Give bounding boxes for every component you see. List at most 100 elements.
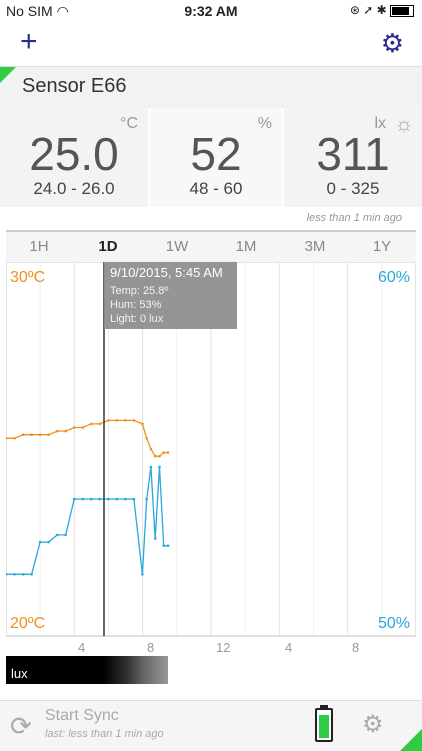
- x-tick: 8: [147, 640, 155, 655]
- temperature-point: [47, 433, 50, 436]
- temperature-point: [162, 451, 165, 454]
- temperature-point: [55, 429, 59, 433]
- temperature-series-line: [6, 419, 168, 457]
- start-sync-button[interactable]: Start Sync: [45, 707, 119, 724]
- humidity-series-line: [6, 466, 168, 575]
- tab-1w[interactable]: 1W: [165, 238, 189, 255]
- time-range-tabs: 1H 1D 1W 1M 3M 1Y: [6, 230, 416, 263]
- readings-panel: °C 25.0 24.0 - 26.0 % 52 48 - 60 lx ☼ 31…: [0, 107, 422, 207]
- temperature-point: [13, 437, 16, 440]
- humidity-unit: %: [257, 115, 272, 132]
- temperature-point: [141, 422, 144, 426]
- tooltip-hum: Hum: 53%: [110, 299, 162, 311]
- light-value: 311: [316, 128, 390, 180]
- light-range: 0 - 325: [326, 179, 380, 198]
- battery-icon: [315, 705, 333, 742]
- x-tick: 4: [78, 640, 86, 655]
- humidity-point: [47, 540, 50, 544]
- temperature-point: [6, 437, 8, 440]
- temperature-point: [72, 426, 76, 429]
- humidity-point: [107, 497, 110, 501]
- tab-1d[interactable]: 1D: [98, 238, 118, 255]
- tab-1m[interactable]: 1M: [235, 238, 257, 255]
- footer-bar: ⟳ Start Sync last: less than 1 min ago ⚙: [0, 700, 422, 751]
- x-tick: 4: [285, 640, 293, 655]
- temperature-point: [38, 433, 42, 436]
- humidity-point: [13, 573, 16, 576]
- lux-label: lux: [11, 666, 28, 681]
- tooltip-temp: Temp: 25.8º: [110, 285, 168, 297]
- light-reading: lx ☼ 311 0 - 325: [284, 107, 422, 207]
- x-tick: 12: [216, 640, 231, 655]
- tab-3m[interactable]: 3M: [304, 238, 326, 255]
- temperature-point: [81, 426, 84, 429]
- temperature-point: [166, 451, 170, 454]
- x-axis: 4 8 12 4 8: [6, 636, 416, 657]
- battery-icon: [390, 4, 414, 17]
- temperature-point: [90, 422, 93, 426]
- temperature-unit: °C: [120, 115, 138, 132]
- temperature-point: [30, 433, 33, 436]
- last-sync-label: last: less than 1 min ago: [45, 728, 164, 740]
- temperature-reading: °C 25.0 24.0 - 26.0: [0, 107, 148, 207]
- nav-bar: + ⚙: [0, 22, 422, 66]
- humidity-point: [21, 573, 25, 576]
- lux-bar: lux: [6, 656, 416, 686]
- updated-label: less than 1 min ago: [306, 212, 402, 224]
- temp-max-label: 30ºC: [10, 269, 45, 286]
- tooltip-box: [104, 262, 237, 329]
- humidity-point: [153, 537, 157, 540]
- lux-gradient: [6, 656, 168, 684]
- humidity-point: [55, 533, 59, 537]
- temperature-point: [149, 447, 153, 451]
- status-icons: ⊛ ➚ ✱: [350, 3, 414, 17]
- humidity-point: [30, 573, 33, 576]
- humidity-reading: % 52 48 - 60: [150, 107, 282, 207]
- corner-indicator: [400, 729, 422, 751]
- humidity-point: [162, 544, 165, 547]
- history-chart[interactable]: 30ºC 20ºC 60% 50% 9/10/2015, 5:45 AM Tem…: [6, 262, 416, 636]
- humidity-point: [132, 497, 136, 501]
- temperature-point: [107, 419, 110, 422]
- hum-max-label: 60%: [378, 269, 410, 286]
- corner-indicator: [0, 67, 16, 83]
- refresh-icon[interactable]: ⟳: [10, 711, 32, 741]
- light-unit: lx: [374, 115, 386, 132]
- sensor-header[interactable]: Sensor E66: [0, 66, 422, 108]
- temperature-point: [132, 419, 136, 422]
- humidity-point: [158, 465, 161, 469]
- tooltip-light: Light: 0 lux: [110, 313, 164, 325]
- carrier-label: No SIM ◠: [6, 3, 69, 19]
- temperature-point: [64, 429, 67, 433]
- gear-icon[interactable]: ⚙: [362, 711, 384, 738]
- temperature-point: [158, 454, 161, 458]
- temperature-value: 25.0: [29, 128, 119, 180]
- humidity-point: [149, 465, 153, 469]
- temperature-point: [21, 433, 25, 436]
- clock: 9:32 AM: [184, 3, 238, 19]
- tooltip-title: 9/10/2015, 5:45 AM: [110, 265, 223, 280]
- humidity-range: 48 - 60: [189, 179, 243, 198]
- humidity-point: [90, 497, 93, 501]
- temperature-point: [98, 422, 102, 426]
- tab-1h[interactable]: 1H: [29, 238, 49, 255]
- series-layer: [6, 419, 170, 576]
- wifi-icon: ◠: [56, 3, 69, 19]
- humidity-point: [72, 497, 76, 501]
- tab-1y[interactable]: 1Y: [372, 238, 392, 255]
- temperature-point: [153, 454, 157, 458]
- humidity-point: [6, 573, 8, 576]
- temperature-point: [145, 437, 148, 440]
- humidity-point: [38, 540, 42, 544]
- plus-icon[interactable]: +: [20, 25, 38, 58]
- humidity-value: 52: [190, 128, 242, 180]
- x-tick: 8: [352, 640, 360, 655]
- gear-icon[interactable]: ⚙: [380, 28, 404, 58]
- temperature-point: [124, 419, 127, 422]
- temp-min-label: 20ºC: [10, 615, 45, 632]
- humidity-point: [124, 497, 127, 501]
- temperature-point: [115, 419, 119, 422]
- humidity-point: [98, 497, 102, 501]
- sun-icon: ☼: [393, 111, 414, 136]
- humidity-point: [166, 544, 170, 547]
